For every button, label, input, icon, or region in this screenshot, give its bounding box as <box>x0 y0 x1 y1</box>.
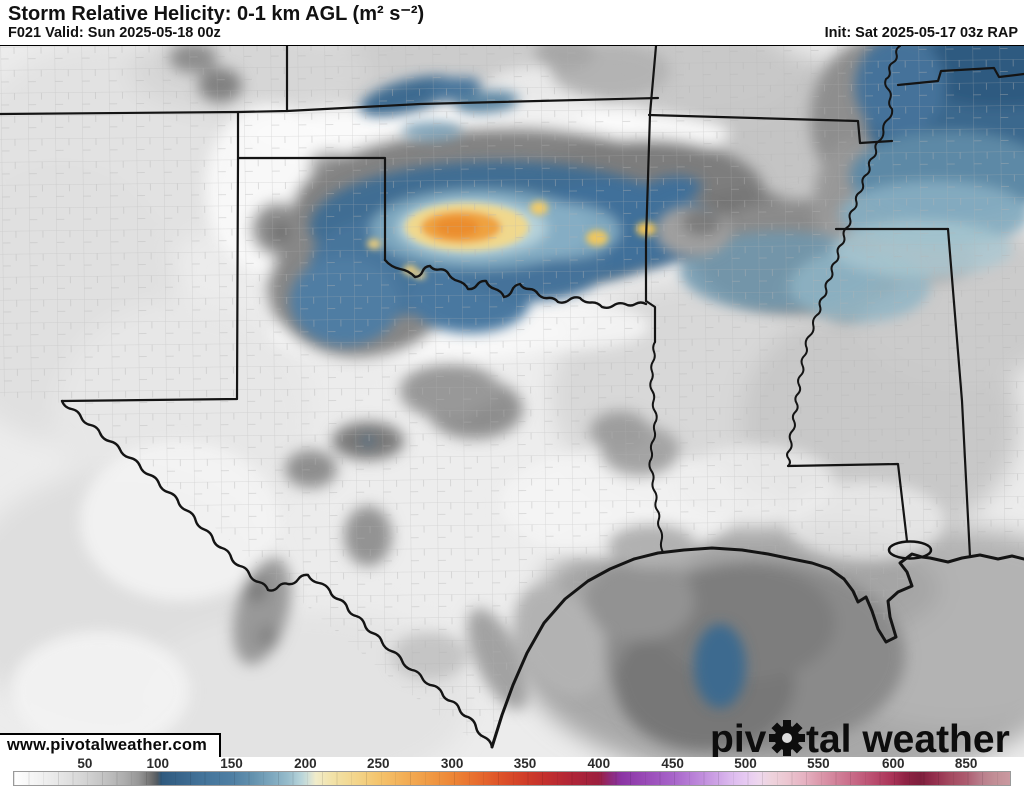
colorbar-tick-500: 500 <box>734 756 757 771</box>
border-line <box>490 546 1024 749</box>
border-line <box>383 258 648 310</box>
border-line <box>946 227 972 559</box>
site-url-link[interactable]: www.pivotalweather.com <box>0 733 222 757</box>
helicity-map: piv tal weather <box>0 46 1024 758</box>
colorbar-tick-200: 200 <box>294 756 317 771</box>
colorbar-tick-50: 50 <box>77 756 93 771</box>
gear-icon <box>769 720 805 756</box>
state-borders <box>0 46 1024 749</box>
border-line <box>236 110 387 262</box>
border-line <box>896 66 1024 87</box>
colorbar-tick-250: 250 <box>367 756 390 771</box>
border-line <box>786 462 909 543</box>
border-line <box>786 46 901 467</box>
brand-text-post: tal weather <box>806 718 1010 758</box>
colorbar-tick-400: 400 <box>587 756 611 771</box>
colorbar-tick-100: 100 <box>146 756 169 771</box>
colorbar-tick-labels: 50 100 150 200 250 300 350 400 450 500 550 600 850 <box>13 756 1011 771</box>
map-area: piv tal weather <box>0 45 1024 758</box>
border-line <box>60 399 494 749</box>
border-line <box>647 113 894 145</box>
colorbar-tick-150: 150 <box>220 756 243 771</box>
init-time-label: Init: Sat 2025-05-17 03z RAP <box>824 25 1018 41</box>
border-line <box>644 46 658 303</box>
colorbar-tick-550: 550 <box>807 756 830 771</box>
page-title: Storm Relative Helicity: 0-1 km AGL (m² … <box>8 3 425 25</box>
colorbar-footer: 50 100 150 200 250 300 350 400 450 500 550 600 850 <box>0 756 1024 791</box>
lake-pontchartrain-outline <box>887 540 933 560</box>
map-header: Storm Relative Helicity: 0-1 km AGL (m² … <box>0 0 1024 45</box>
brand-watermark: piv tal weather <box>710 718 1010 758</box>
colorbar-tick-850: 850 <box>954 756 978 771</box>
colorbar-tick-600: 600 <box>881 756 905 771</box>
valid-time-label: F021 Valid: Sun 2025-05-18 00z <box>8 25 221 41</box>
colorbar-tick-350: 350 <box>513 756 537 771</box>
colorbar <box>13 771 1011 786</box>
brand-text-pre: piv <box>710 718 767 758</box>
colorbar-tick-300: 300 <box>440 756 464 771</box>
colorbar-tick-450: 450 <box>661 756 684 771</box>
border-line <box>648 341 664 553</box>
border-line <box>644 299 657 344</box>
border-line <box>60 156 240 403</box>
